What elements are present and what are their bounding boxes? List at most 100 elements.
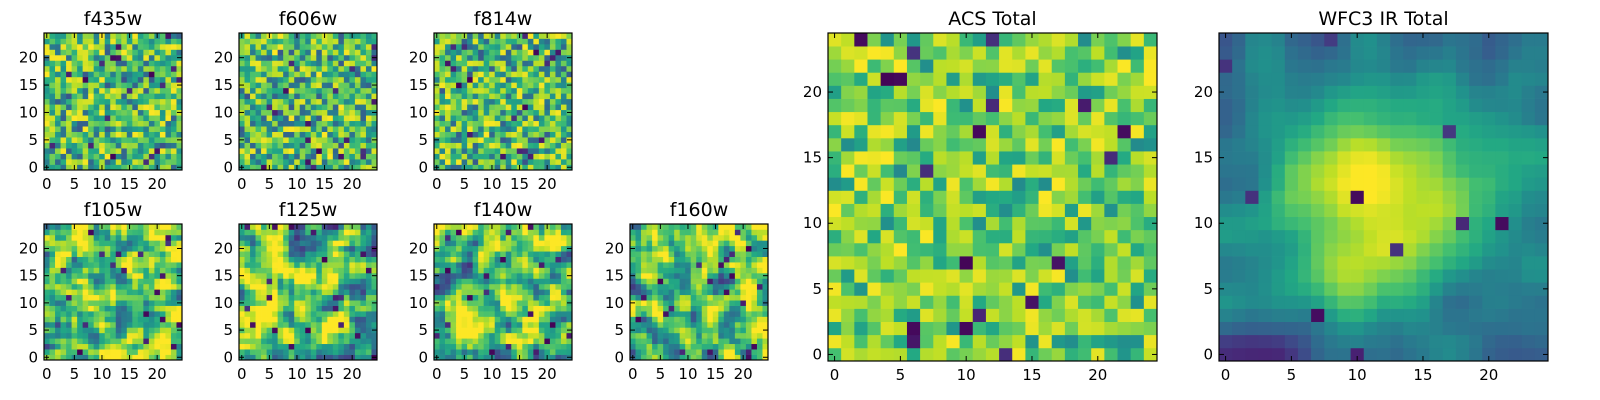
heatmap-cell [349, 159, 356, 165]
heatmap-cell [740, 289, 747, 296]
heatmap-cell [641, 229, 647, 236]
heatmap-cell [544, 54, 551, 61]
heatmap-cell [906, 269, 921, 283]
heatmap-cell [71, 245, 78, 252]
heatmap-cell [44, 159, 50, 165]
heatmap-cell [126, 109, 133, 116]
heatmap-cell [321, 104, 328, 111]
heatmap-cell [566, 294, 573, 301]
heatmap-cell [696, 294, 703, 301]
heatmap-cell [745, 300, 752, 306]
heatmap-cell [71, 267, 78, 274]
heatmap-cell [137, 153, 144, 160]
heatmap-cell [679, 240, 686, 247]
heatmap-cell [321, 115, 328, 122]
heatmap-cell [266, 98, 273, 105]
heatmap-cell [450, 229, 457, 236]
heatmap-cell [170, 349, 177, 355]
heatmap-cell [560, 349, 567, 355]
heatmap-cell [445, 224, 451, 230]
heatmap-cell [522, 229, 529, 236]
heatmap-cell [170, 338, 177, 345]
heatmap-cell [132, 71, 139, 78]
heatmap-cell [434, 338, 440, 345]
heatmap-cell [332, 126, 339, 132]
heatmap-cell [310, 137, 317, 143]
heatmap-cell [483, 278, 490, 285]
heatmap-cell [527, 87, 534, 94]
heatmap-cell [478, 311, 485, 317]
heatmap-cell [143, 321, 150, 328]
heatmap-cell [751, 229, 758, 236]
heatmap-cell [751, 262, 758, 268]
heatmap-cell [456, 229, 462, 236]
heatmap-cell [250, 159, 256, 165]
heatmap-cell [159, 33, 166, 39]
heatmap-cell [49, 256, 56, 263]
heatmap-cell [652, 229, 658, 236]
panel-title: f105w [84, 199, 143, 221]
heatmap-cell [159, 245, 166, 252]
heatmap-cell [522, 71, 529, 78]
heatmap-cell [685, 283, 692, 290]
heatmap-cell [159, 251, 166, 257]
heatmap-cell [456, 38, 462, 45]
heatmap-cell [71, 229, 78, 236]
heatmap-cell [505, 256, 512, 263]
heatmap-cell [707, 240, 714, 247]
heatmap-cell [44, 71, 50, 78]
heatmap-cell [920, 321, 934, 336]
heatmap-cell [44, 120, 50, 127]
heatmap-cell [1104, 190, 1118, 204]
heatmap-cell [505, 71, 512, 78]
heatmap-cell [288, 283, 295, 290]
heatmap-cell [456, 148, 462, 154]
heatmap-cell [472, 262, 479, 268]
heatmap-cell [478, 256, 485, 263]
heatmap-cell [82, 93, 89, 100]
heatmap-cell [77, 300, 83, 306]
heatmap-cell [332, 321, 339, 328]
heatmap-cell [566, 316, 573, 323]
heatmap-cell [635, 256, 642, 263]
heatmap-cell [456, 65, 462, 72]
heatmap-cell [360, 229, 367, 236]
heatmap-cell [365, 272, 372, 279]
heatmap-cell [137, 109, 144, 116]
heatmap-cell [544, 327, 551, 334]
heatmap-cell [489, 338, 496, 345]
heatmap-cell [332, 153, 339, 160]
heatmap-cell [137, 229, 144, 236]
heatmap-cell [467, 229, 473, 236]
heatmap-cell [66, 76, 72, 83]
heatmap-cell [44, 93, 50, 100]
heatmap-cell [745, 321, 752, 328]
heatmap-cell [349, 82, 356, 89]
heatmap-cell [365, 49, 372, 56]
heatmap-cell [365, 43, 372, 50]
heatmap-cell [272, 43, 278, 50]
heatmap-cell [66, 278, 72, 285]
heatmap-cell [663, 251, 669, 257]
heatmap-cell [450, 240, 457, 247]
heatmap-cell [920, 347, 934, 362]
heatmap-cell [132, 354, 139, 361]
heatmap-cell [121, 93, 128, 100]
heatmap-cell [44, 240, 50, 247]
heatmap-cell [652, 294, 658, 301]
heatmap-cell [99, 49, 106, 56]
heatmap-cell [60, 251, 67, 257]
heatmap-cell [663, 224, 669, 230]
heatmap-cell [310, 65, 317, 72]
heatmap-cell [44, 38, 50, 45]
heatmap-cell [500, 294, 507, 301]
x-tick-label: 5 [70, 175, 80, 193]
heatmap-cell [310, 49, 317, 56]
heatmap-cell [467, 245, 473, 252]
heatmap-cell [723, 229, 730, 236]
heatmap-cell [668, 321, 675, 328]
heatmap-cell [560, 148, 567, 154]
heatmap-cell [893, 164, 908, 178]
heatmap-cell [165, 327, 172, 334]
x-tick-label: 0 [237, 175, 247, 193]
